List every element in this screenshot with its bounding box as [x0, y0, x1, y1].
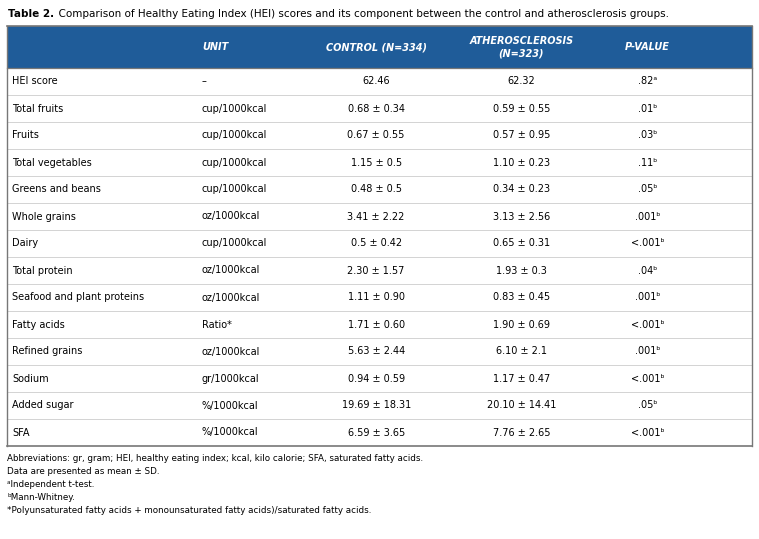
Text: .03ᵇ: .03ᵇ: [638, 130, 657, 141]
Text: 5.63 ± 2.44: 5.63 ± 2.44: [348, 347, 405, 356]
Text: 0.65 ± 0.31: 0.65 ± 0.31: [493, 238, 550, 248]
Bar: [7, 230, 752, 257]
Bar: [7, 338, 752, 365]
Text: 1.15 ± 0.5: 1.15 ± 0.5: [351, 157, 402, 168]
Text: .05ᵇ: .05ᵇ: [638, 400, 657, 411]
Text: 7.76 ± 2.65: 7.76 ± 2.65: [493, 427, 550, 438]
Text: UNIT: UNIT: [202, 42, 228, 52]
Text: Sodium: Sodium: [12, 374, 49, 384]
Text: 1.10 ± 0.23: 1.10 ± 0.23: [493, 157, 550, 168]
Text: ᵃIndependent t-test.: ᵃIndependent t-test.: [7, 480, 94, 489]
Text: 62.46: 62.46: [362, 77, 390, 86]
Bar: [7, 203, 752, 230]
Text: Greens and beans: Greens and beans: [12, 184, 101, 195]
Text: <.001ᵇ: <.001ᵇ: [631, 374, 665, 384]
Text: Comparison of Healthy Eating Index (HEI) scores and its component between the co: Comparison of Healthy Eating Index (HEI)…: [52, 9, 669, 19]
Text: .001ᵇ: .001ᵇ: [635, 211, 660, 222]
Text: 6.59 ± 3.65: 6.59 ± 3.65: [348, 427, 405, 438]
Text: Fatty acids: Fatty acids: [12, 320, 65, 329]
Text: 0.5 ± 0.42: 0.5 ± 0.42: [351, 238, 402, 248]
Text: cup/1000kcal: cup/1000kcal: [202, 130, 267, 141]
Bar: [7, 122, 752, 149]
Text: 20.10 ± 14.41: 20.10 ± 14.41: [487, 400, 556, 411]
Text: gr/1000kcal: gr/1000kcal: [202, 374, 260, 384]
Bar: [7, 257, 752, 284]
Bar: [7, 68, 752, 95]
Text: 6.10 ± 2.1: 6.10 ± 2.1: [496, 347, 547, 356]
Text: Total fruits: Total fruits: [12, 103, 63, 114]
Text: 2.30 ± 1.57: 2.30 ± 1.57: [348, 266, 405, 275]
Bar: [7, 365, 752, 392]
Text: %/1000kcal: %/1000kcal: [202, 427, 259, 438]
Text: .82ᵃ: .82ᵃ: [638, 77, 657, 86]
Text: Whole grains: Whole grains: [12, 211, 76, 222]
Text: <.001ᵇ: <.001ᵇ: [631, 427, 665, 438]
Text: –: –: [202, 77, 207, 86]
Text: cup/1000kcal: cup/1000kcal: [202, 238, 267, 248]
Text: cup/1000kcal: cup/1000kcal: [202, 157, 267, 168]
Text: 0.83 ± 0.45: 0.83 ± 0.45: [493, 293, 550, 302]
Text: <.001ᵇ: <.001ᵇ: [631, 238, 665, 248]
Text: Abbreviations: gr, gram; HEI, healthy eating index; kcal, kilo calorie; SFA, sat: Abbreviations: gr, gram; HEI, healthy ea…: [7, 454, 423, 463]
Text: oz/1000kcal: oz/1000kcal: [202, 347, 260, 356]
Text: cup/1000kcal: cup/1000kcal: [202, 184, 267, 195]
Text: oz/1000kcal: oz/1000kcal: [202, 293, 260, 302]
Text: 0.34 ± 0.23: 0.34 ± 0.23: [493, 184, 550, 195]
Text: ᵇMann-Whitney.: ᵇMann-Whitney.: [7, 493, 74, 502]
Text: 62.32: 62.32: [508, 77, 535, 86]
Text: 1.90 ± 0.69: 1.90 ± 0.69: [493, 320, 550, 329]
Text: .01ᵇ: .01ᵇ: [638, 103, 657, 114]
Bar: [7, 26, 752, 68]
Text: oz/1000kcal: oz/1000kcal: [202, 211, 260, 222]
Text: Data are presented as mean ± SD.: Data are presented as mean ± SD.: [7, 467, 159, 476]
Text: 19.69 ± 18.31: 19.69 ± 18.31: [342, 400, 411, 411]
Bar: [7, 392, 752, 419]
Text: .11ᵇ: .11ᵇ: [638, 157, 657, 168]
Text: Ratio*: Ratio*: [202, 320, 231, 329]
Text: 0.48 ± 0.5: 0.48 ± 0.5: [351, 184, 402, 195]
Text: Refined grains: Refined grains: [12, 347, 83, 356]
Text: 3.13 ± 2.56: 3.13 ± 2.56: [493, 211, 550, 222]
Bar: [7, 419, 752, 446]
Text: 0.67 ± 0.55: 0.67 ± 0.55: [348, 130, 405, 141]
Text: cup/1000kcal: cup/1000kcal: [202, 103, 267, 114]
Bar: [7, 95, 752, 122]
Text: Fruits: Fruits: [12, 130, 39, 141]
Text: SFA: SFA: [12, 427, 30, 438]
Text: 1.17 ± 0.47: 1.17 ± 0.47: [493, 374, 550, 384]
Text: 1.71 ± 0.60: 1.71 ± 0.60: [348, 320, 405, 329]
Text: HEI score: HEI score: [12, 77, 58, 86]
Text: oz/1000kcal: oz/1000kcal: [202, 266, 260, 275]
Text: ATHEROSCLEROSIS
(N=323): ATHEROSCLEROSIS (N=323): [469, 36, 574, 58]
Text: .001ᵇ: .001ᵇ: [635, 293, 660, 302]
Text: Seafood and plant proteins: Seafood and plant proteins: [12, 293, 144, 302]
Text: 0.68 ± 0.34: 0.68 ± 0.34: [348, 103, 405, 114]
Text: Table 2.: Table 2.: [8, 9, 54, 19]
Text: Dairy: Dairy: [12, 238, 38, 248]
Text: *Polyunsaturated fatty acids + monounsaturated fatty acids)/saturated fatty acid: *Polyunsaturated fatty acids + monounsat…: [7, 506, 371, 515]
Text: 0.94 ± 0.59: 0.94 ± 0.59: [348, 374, 405, 384]
Text: Total vegetables: Total vegetables: [12, 157, 92, 168]
Text: Added sugar: Added sugar: [12, 400, 74, 411]
Bar: [7, 284, 752, 311]
Text: .05ᵇ: .05ᵇ: [638, 184, 657, 195]
Text: Total protein: Total protein: [12, 266, 73, 275]
Text: <.001ᵇ: <.001ᵇ: [631, 320, 665, 329]
Text: 0.59 ± 0.55: 0.59 ± 0.55: [493, 103, 550, 114]
Text: P-VALUE: P-VALUE: [625, 42, 670, 52]
Text: 0.57 ± 0.95: 0.57 ± 0.95: [493, 130, 550, 141]
Text: 1.11 ± 0.90: 1.11 ± 0.90: [348, 293, 405, 302]
Text: .04ᵇ: .04ᵇ: [638, 266, 657, 275]
Bar: [7, 311, 752, 338]
Bar: [7, 176, 752, 203]
Bar: [7, 149, 752, 176]
Text: %/1000kcal: %/1000kcal: [202, 400, 259, 411]
Text: CONTROL (N=334): CONTROL (N=334): [326, 42, 427, 52]
Text: 1.93 ± 0.3: 1.93 ± 0.3: [496, 266, 547, 275]
Text: .001ᵇ: .001ᵇ: [635, 347, 660, 356]
Text: 3.41 ± 2.22: 3.41 ± 2.22: [348, 211, 405, 222]
